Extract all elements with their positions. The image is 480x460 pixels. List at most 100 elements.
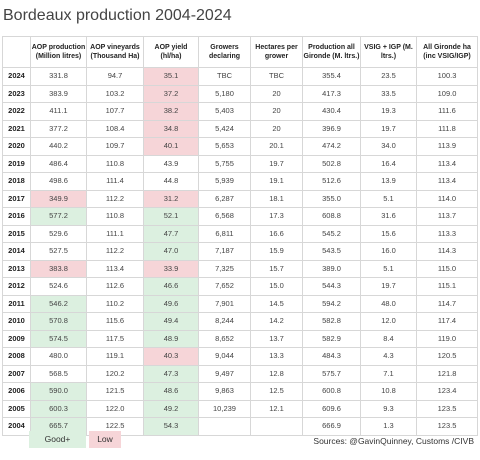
table-row: 2022 411.1 107.7 38.2 5,403 20 430.4 19.3 111.6	[2, 102, 478, 121]
table-cell: 12.5	[250, 382, 303, 401]
table-cell: 5,424	[198, 119, 251, 138]
table-cell: 114.3	[416, 242, 478, 261]
table-cell: 16.4	[360, 154, 417, 173]
table-cell: 14.2	[250, 312, 303, 331]
table-cell: 349.9	[30, 189, 87, 208]
table-cell: 594.2	[302, 294, 361, 313]
table-body: 2024 331.8 94.7 35.1 TBC TBC 355.4 23.5 100.3 202…	[2, 67, 478, 436]
table-cell: 19.7	[360, 277, 417, 296]
table-cell: 121.5	[86, 382, 144, 401]
table-cell: 7,901	[198, 294, 251, 313]
column-header: Growers declaring	[198, 36, 251, 68]
column-header: Production all Gironde (M. ltrs.)	[302, 36, 361, 68]
table-cell: 123.5	[416, 417, 478, 436]
year-cell: 2023	[2, 84, 31, 103]
production-table: AOP production (Million litres) AOP viney…	[2, 36, 478, 436]
table-row: 2005 600.3 122.0 49.2 10,239 12.1 609.6 9.3 123.…	[2, 399, 478, 418]
year-cell: 2022	[2, 102, 31, 121]
table-cell: 111.6	[416, 102, 478, 121]
table-cell: 666.9	[302, 417, 361, 436]
table-cell: 5.1	[360, 259, 417, 278]
table-cell	[250, 417, 303, 436]
table-cell: 544.3	[302, 277, 361, 296]
table-row: 2024 331.8 94.7 35.1 TBC TBC 355.4 23.5 100.3	[2, 67, 478, 86]
table-row: 2019 486.4 110.8 43.9 5,755 19.7 502.8 16.4 113.…	[2, 154, 478, 173]
table-cell: 114.7	[416, 294, 478, 313]
table-cell: 568.5	[30, 364, 87, 383]
table-row: 2021 377.2 108.4 34.8 5,424 20 396.9 19.7 111.8	[2, 119, 478, 138]
table-cell: 35.1	[143, 67, 199, 86]
table-cell: 665.7	[30, 417, 87, 436]
table-cell: 111.1	[86, 224, 144, 243]
year-cell: 2006	[2, 382, 31, 401]
year-cell: 2013	[2, 259, 31, 278]
column-header: AOP yield (hl/ha)	[143, 36, 199, 68]
year-cell: 2012	[2, 277, 31, 296]
table-row: 2012 524.6 112.6 46.6 7,652 15.0 544.3 19.7 115.…	[2, 277, 478, 296]
table-cell: 15.6	[360, 224, 417, 243]
table-cell: 112.2	[86, 189, 144, 208]
table-cell: 15.7	[250, 259, 303, 278]
table-cell: 33.5	[360, 84, 417, 103]
table-cell: 543.5	[302, 242, 361, 261]
table-cell: 9,044	[198, 347, 251, 366]
table-cell: 123.5	[416, 399, 478, 418]
table-row: 2013 383.8 113.4 33.9 7,325 15.7 389.0 5.1 115.0	[2, 259, 478, 278]
table-cell: 115.6	[86, 312, 144, 331]
legend-low: Low	[89, 431, 121, 448]
table-cell: 111.8	[416, 119, 478, 138]
year-cell: 2021	[2, 119, 31, 138]
table-cell: 383.8	[30, 259, 87, 278]
table-cell: 5,403	[198, 102, 251, 121]
table-cell: 117.4	[416, 312, 478, 331]
table-cell: 575.7	[302, 364, 361, 383]
table-cell: 44.8	[143, 172, 199, 191]
table-cell: 7,652	[198, 277, 251, 296]
table-cell: 112.2	[86, 242, 144, 261]
table-cell: 15.0	[250, 277, 303, 296]
table-cell: 13.7	[250, 329, 303, 348]
table-cell: 8,244	[198, 312, 251, 331]
table-row: 2016 577.2 110.8 52.1 6,568 17.3 608.8 31.6 113.…	[2, 207, 478, 226]
table-cell: 114.0	[416, 189, 478, 208]
table-cell: 110.8	[86, 207, 144, 226]
table-cell: 54.3	[143, 417, 199, 436]
table-cell: 120.5	[416, 347, 478, 366]
year-cell: 2005	[2, 399, 31, 418]
table-row: 2023 383.9 103.2 37.2 5,180 20 417.3 33.5 109.0	[2, 84, 478, 103]
year-cell: 2020	[2, 137, 31, 156]
table-cell: 52.1	[143, 207, 199, 226]
table-cell: 100.3	[416, 67, 478, 86]
table-cell: 484.3	[302, 347, 361, 366]
table-cell: 582.8	[302, 312, 361, 331]
table-cell: 113.9	[416, 137, 478, 156]
table-cell: 48.6	[143, 382, 199, 401]
table-cell: 355.4	[302, 67, 361, 86]
table-cell: 7,187	[198, 242, 251, 261]
table-cell: 546.2	[30, 294, 87, 313]
table-cell: 107.7	[86, 102, 144, 121]
table-cell: 396.9	[302, 119, 361, 138]
table-cell: 5,180	[198, 84, 251, 103]
column-header: Hectares per grower	[250, 36, 303, 68]
table-cell: 108.4	[86, 119, 144, 138]
table-row: 2004 665.7 122.5 54.3 666.9 1.3 123.5	[2, 417, 478, 436]
table-cell: 34.0	[360, 137, 417, 156]
table-cell: 19.1	[250, 172, 303, 191]
table-cell: 590.0	[30, 382, 87, 401]
table-cell: 109.0	[416, 84, 478, 103]
table-cell: 600.3	[30, 399, 87, 418]
table-cell: 48.9	[143, 329, 199, 348]
table-row: 2010 570.8 115.6 49.4 8,244 14.2 582.8 12.0 117.…	[2, 312, 478, 331]
table-cell: 49.2	[143, 399, 199, 418]
table-cell: 4.3	[360, 347, 417, 366]
table-cell: 608.8	[302, 207, 361, 226]
year-cell: 2008	[2, 347, 31, 366]
table-row: 2014 527.5 112.2 47.0 7,187 15.9 543.5 16.0 114.…	[2, 242, 478, 261]
year-cell: 2018	[2, 172, 31, 191]
table-cell: 582.9	[302, 329, 361, 348]
table-cell: 121.8	[416, 364, 478, 383]
table-cell: 5,755	[198, 154, 251, 173]
table-cell: 574.5	[30, 329, 87, 348]
table-cell: 47.3	[143, 364, 199, 383]
